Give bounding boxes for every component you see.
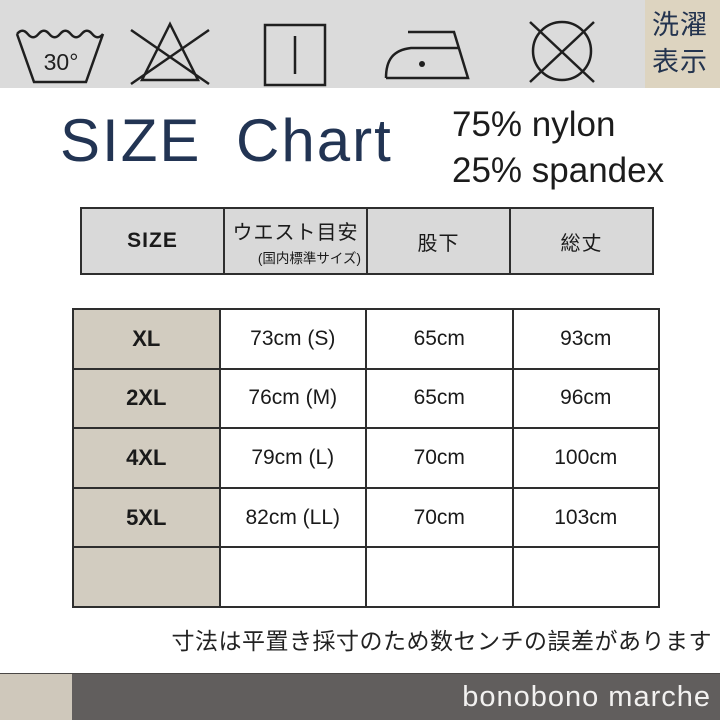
material-info: 75% nylon 25% spandex: [452, 102, 664, 194]
inseam-cell: 70cm: [367, 488, 514, 547]
waist-cell: [221, 548, 367, 606]
iron-low-heat-icon: [380, 26, 472, 84]
footer-beige-block: [0, 674, 72, 720]
column-header-total-length: 総丈: [560, 232, 603, 255]
total-length-cell: 96cm: [560, 386, 612, 410]
table-row: XL 73cm (S) 65cm 93cm: [74, 310, 658, 370]
waist-cell: 76cm (M): [221, 369, 367, 428]
inseam-cell: 65cm: [367, 369, 514, 428]
table-row: 4XL 79cm (L) 70cm 100cm: [74, 429, 658, 489]
table-row: 5XL 82cm (LL) 70cm 103cm: [74, 488, 658, 549]
waist-cell: 82cm (LL): [221, 488, 367, 547]
inseam-cell: 65cm: [367, 310, 514, 368]
do-not-bleach-icon: [128, 18, 212, 86]
size-cell: [74, 548, 221, 606]
total-length-cell: 100cm: [554, 445, 618, 469]
footer-bar: bonobono marche: [0, 673, 720, 720]
total-length-cell: 103cm: [554, 505, 618, 529]
column-header-waist: ウエスト目安 (国内標準サイズ): [225, 209, 368, 273]
size-cell: 4XL: [74, 429, 221, 487]
size-cell: 2XL: [74, 369, 221, 428]
size-table-body: XL 73cm (S) 65cm 93cm 2XL 76cm (M) 65cm …: [72, 308, 660, 608]
inseam-cell: [367, 548, 514, 606]
total-length-cell: 93cm: [560, 326, 612, 350]
care-symbol-strip: 30°: [0, 0, 720, 88]
measurement-note: 寸法は平置き採寸のため数センチの誤差があります: [171, 628, 712, 654]
size-table-header: SIZE ウエスト目安 (国内標準サイズ) 股下 総丈: [80, 207, 654, 275]
drip-dry-icon: [262, 22, 328, 88]
material-line1: 75% nylon: [452, 105, 616, 144]
brand-name: bonobono marche: [462, 681, 711, 713]
size-cell: 5XL: [74, 488, 221, 547]
size-cell: XL: [74, 310, 221, 368]
table-row-empty: [74, 548, 658, 606]
care-label-box: 洗濯 表示: [645, 0, 720, 88]
material-line2: 25% spandex: [452, 151, 665, 190]
svg-text:30°: 30°: [44, 49, 79, 75]
wash-30-icon: 30°: [14, 24, 106, 86]
care-label-line2: 表示: [652, 47, 708, 77]
waist-cell: 79cm (L): [221, 429, 367, 487]
inseam-cell: 70cm: [367, 429, 514, 487]
care-label-line1: 洗濯: [652, 10, 708, 40]
column-header-size: SIZE: [82, 209, 225, 273]
table-row: 2XL 76cm (M) 65cm 96cm: [74, 369, 658, 430]
waist-cell: 73cm (S): [221, 310, 367, 368]
total-length-cell: [514, 548, 659, 606]
do-not-dryclean-icon: [520, 14, 604, 88]
page-title: SIZE Chart: [60, 107, 393, 174]
column-header-inseam: 股下: [368, 209, 511, 273]
